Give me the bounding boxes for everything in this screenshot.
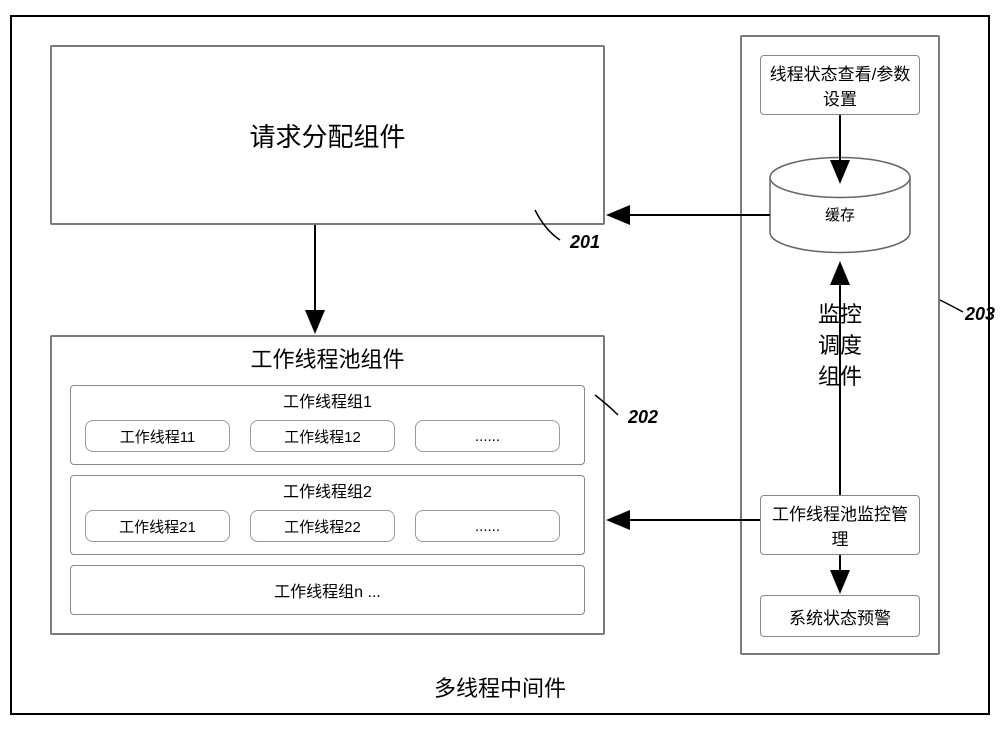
status-view-box: 线程状态查看/参数设置 bbox=[760, 55, 920, 115]
pool-monitor-box: 工作线程池监控管理 bbox=[760, 495, 920, 555]
thread-pool-title: 工作线程池组件 bbox=[50, 343, 605, 373]
alert-box: 系统状态预警 bbox=[760, 595, 920, 637]
thread-item: ...... bbox=[415, 420, 560, 452]
thread-item: 工作线程12 bbox=[250, 420, 395, 452]
middleware-title: 多线程中间件 bbox=[400, 672, 600, 702]
thread-item: 工作线程11 bbox=[85, 420, 230, 452]
request-dispatch-label: 请求分配组件 bbox=[50, 45, 605, 225]
thread-item: ...... bbox=[415, 510, 560, 542]
thread-group-2-label: 工作线程组2 bbox=[70, 479, 585, 501]
thread-item: 工作线程22 bbox=[250, 510, 395, 542]
ref-203: 203 bbox=[960, 302, 1000, 327]
ref-202: 202 bbox=[618, 405, 668, 430]
thread-item: 工作线程21 bbox=[85, 510, 230, 542]
ref-201: 201 bbox=[560, 230, 610, 255]
monitor-label: 监控调度组件 bbox=[810, 300, 870, 392]
thread-group-1-label: 工作线程组1 bbox=[70, 389, 585, 411]
thread-group-n: 工作线程组n ... bbox=[70, 565, 585, 615]
